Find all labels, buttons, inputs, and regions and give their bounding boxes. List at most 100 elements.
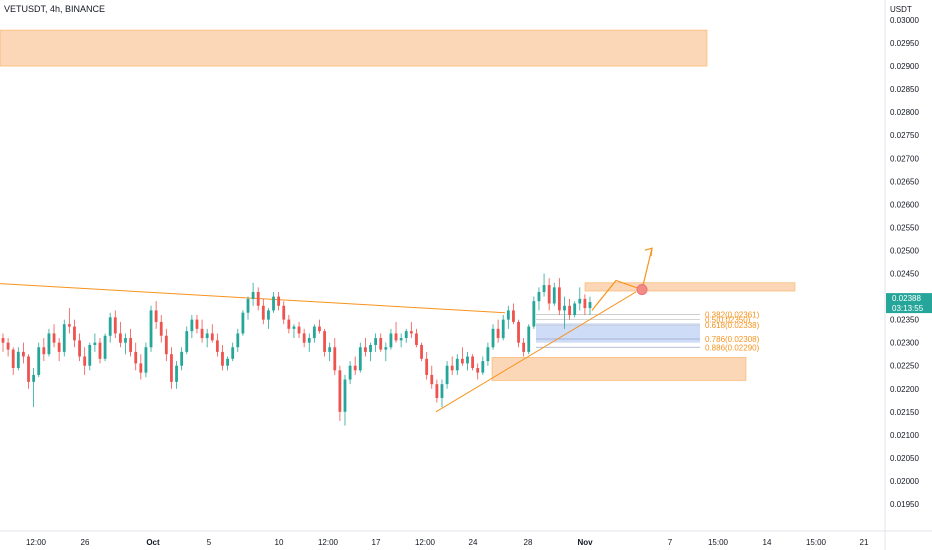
candle-body [353, 365, 357, 371]
overlay-layer [591, 247, 653, 311]
candle-body [374, 338, 378, 345]
candle-body [267, 310, 270, 320]
candle-body [32, 374, 36, 382]
time-tick-label: 21 [860, 538, 869, 547]
candle-body [460, 358, 464, 364]
candle-body [88, 344, 92, 366]
candle-body [42, 347, 46, 355]
time-tick-label: 14 [763, 538, 772, 547]
price-tick-label: 0.02500 [890, 246, 919, 255]
price-tick-label: 0.02750 [890, 131, 919, 140]
candle-body [364, 347, 367, 352]
time-tick-label: 28 [524, 538, 533, 547]
candle-body [532, 301, 536, 327]
candle-body [1, 338, 5, 343]
fib-level-label: 0.5(0.02350) [705, 316, 751, 325]
candle-body [215, 340, 219, 352]
candle-body [185, 331, 189, 352]
candle-body [399, 338, 403, 341]
candle-body [118, 333, 122, 343]
candle-body [552, 287, 556, 304]
candle-body [210, 333, 214, 341]
price-tick-label: 0.02800 [890, 108, 919, 117]
candle-body [394, 333, 398, 341]
candle-body [583, 298, 587, 309]
price-axis[interactable]: 0.03000 0.02950 0.02900 0.02850 0.02800 0.027… [890, 16, 919, 509]
candle-body [573, 303, 577, 316]
candle-body [517, 321, 520, 343]
candle-body [563, 305, 566, 311]
candle-body [547, 285, 551, 304]
candle-body [37, 347, 41, 375]
time-tick-label: 10 [275, 538, 284, 547]
candle-body [557, 287, 561, 311]
candle-body [384, 347, 388, 350]
candle-body [256, 291, 260, 306]
price-tick-label: 0.02050 [890, 454, 919, 463]
candle-body [134, 351, 138, 364]
candle-body [16, 351, 20, 369]
price-tick-label: 0.01950 [890, 500, 919, 509]
candle-body [506, 310, 510, 320]
price-tick-label: 0.02650 [890, 177, 919, 186]
candle-body [129, 338, 133, 352]
candle-body [537, 291, 541, 302]
candle-body [379, 338, 383, 350]
candle-body [22, 351, 25, 357]
time-tick-label: 12:00 [318, 538, 339, 547]
candle-body [144, 347, 148, 373]
price-tick-label: 0.02850 [890, 85, 919, 94]
candle-body [27, 356, 30, 382]
candle-body [333, 347, 337, 371]
candle-body [62, 324, 66, 352]
candle-body [404, 331, 408, 339]
fib-level-label: 0.786(0.02308) [705, 335, 760, 344]
candle-body [542, 285, 546, 292]
candle-body [11, 349, 15, 369]
symbol-title[interactable]: VETUSDT, 4h, BINANCE [4, 4, 106, 14]
candle-body [527, 326, 531, 352]
candle-body [6, 342, 10, 350]
price-tick-label: 0.02450 [890, 270, 919, 279]
fib-box [536, 323, 700, 343]
candle-body [358, 347, 362, 371]
candle-body [73, 326, 76, 341]
candle-body [343, 379, 347, 412]
candle-body [348, 365, 352, 380]
candle-body [307, 338, 311, 343]
candle-body [297, 326, 301, 334]
candle-body [568, 305, 571, 316]
candle-body [476, 368, 480, 373]
time-tick-label: 15:00 [708, 538, 729, 547]
time-axis[interactable]: 12:00 26 Oct 5 10 12:00 17 12:00 24 28 Nov 7 15:00 14… [26, 538, 869, 547]
time-tick-label: 24 [469, 538, 478, 547]
candle-body [501, 319, 505, 339]
candle-body [415, 333, 418, 345]
trend-lines[interactable] [0, 283, 637, 413]
candle-body [78, 340, 81, 357]
fib-retracement[interactable]: 0.382(0.02361)0.5(0.02350)0.618(0.02338)… [536, 311, 760, 353]
time-tick-label: 15:00 [806, 538, 827, 547]
zone-rect-0 [0, 29, 708, 67]
candle-body [496, 328, 500, 339]
candle-body [578, 298, 582, 304]
current-price-label: 0.02388 [892, 294, 921, 303]
price-tick-label: 0.03000 [890, 16, 919, 25]
candle-body [435, 384, 439, 398]
countdown-label: 03:13:55 [892, 304, 924, 313]
candle-body [471, 356, 475, 369]
candle-body [246, 298, 250, 313]
price-tick-label: 0.02150 [890, 408, 919, 417]
price-tick-label: 0.02900 [890, 62, 919, 71]
candle-body [52, 333, 56, 343]
support-trend-line [435, 291, 637, 413]
candle-body [455, 358, 459, 371]
candle-body [277, 296, 281, 306]
candle-body [195, 319, 199, 329]
candle-body [226, 358, 229, 366]
candle-body [430, 374, 434, 385]
candle-body [512, 310, 515, 322]
candle-body [108, 317, 112, 336]
candle-body [328, 347, 332, 352]
